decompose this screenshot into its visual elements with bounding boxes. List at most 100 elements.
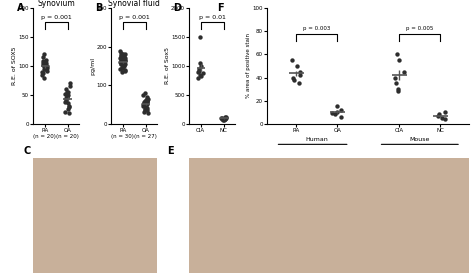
Point	[117, 60, 124, 64]
Point	[118, 62, 125, 66]
Point	[221, 114, 229, 119]
Point	[42, 61, 50, 65]
Point	[62, 87, 70, 91]
Point	[40, 67, 48, 71]
Point	[62, 92, 69, 96]
Point	[118, 58, 125, 62]
Point	[43, 64, 51, 68]
Point	[122, 68, 129, 73]
Point	[296, 69, 304, 74]
Point	[119, 57, 127, 61]
Point	[65, 104, 73, 109]
Point	[63, 90, 71, 94]
Point	[144, 97, 151, 101]
Point	[121, 55, 128, 60]
Point	[39, 62, 46, 67]
Point	[62, 97, 70, 102]
Point	[118, 56, 126, 61]
Point	[291, 78, 298, 82]
Y-axis label: R.E. of SOX5: R.E. of SOX5	[12, 47, 17, 85]
Point	[120, 63, 128, 68]
Point	[143, 98, 150, 102]
Point	[199, 71, 207, 75]
Point	[143, 102, 151, 107]
Point	[66, 84, 74, 88]
Point	[117, 50, 125, 55]
Point	[64, 90, 72, 94]
Point	[141, 107, 148, 111]
Point	[117, 60, 124, 64]
Title: Synovium: Synovium	[37, 0, 75, 8]
Point	[41, 62, 49, 66]
Point	[121, 62, 129, 66]
Point	[337, 114, 345, 119]
Point	[42, 58, 50, 62]
Point	[219, 116, 226, 121]
Point	[219, 117, 226, 122]
Point	[120, 64, 128, 68]
Point	[142, 99, 149, 104]
Point	[293, 64, 301, 68]
Point	[218, 116, 226, 121]
Point	[295, 81, 303, 85]
Text: D: D	[173, 3, 181, 13]
Point	[196, 35, 204, 39]
Point	[117, 53, 125, 57]
Point	[144, 110, 152, 115]
Point	[196, 61, 203, 65]
Point	[120, 54, 128, 59]
Point	[117, 48, 124, 53]
Point	[41, 67, 48, 71]
Point	[63, 98, 70, 103]
Point	[143, 101, 150, 106]
Point	[38, 73, 46, 77]
Text: p = 0.01: p = 0.01	[199, 15, 226, 20]
Point	[198, 64, 205, 68]
Point	[43, 64, 50, 69]
Point	[289, 75, 297, 80]
Point	[441, 110, 449, 114]
Point	[394, 87, 402, 91]
Point	[139, 102, 147, 107]
Point	[144, 97, 151, 101]
Point	[328, 111, 336, 116]
Point	[197, 74, 205, 79]
Point	[392, 75, 399, 80]
Point	[194, 69, 202, 74]
Text: p = 0.001: p = 0.001	[41, 15, 72, 20]
Point	[296, 73, 304, 78]
Text: p = 0.005: p = 0.005	[406, 27, 434, 32]
Text: C: C	[23, 146, 30, 156]
Point	[39, 60, 47, 65]
Point	[441, 117, 449, 121]
Point	[435, 112, 443, 117]
Point	[337, 107, 344, 112]
Point	[118, 66, 126, 70]
Point	[140, 104, 147, 109]
Point	[121, 68, 129, 72]
Point	[142, 106, 150, 110]
Text: p = 0.001: p = 0.001	[119, 15, 149, 20]
Point	[41, 65, 49, 69]
Point	[396, 58, 403, 62]
Point	[65, 111, 73, 116]
Point	[121, 59, 129, 64]
Point	[121, 51, 129, 56]
Point	[289, 58, 296, 62]
Point	[117, 62, 125, 66]
Point	[39, 55, 47, 60]
Point	[40, 75, 47, 80]
Point	[118, 69, 126, 74]
Point	[434, 113, 442, 118]
Point	[63, 95, 70, 100]
Point	[64, 94, 71, 98]
Point	[331, 112, 338, 117]
Point	[143, 98, 151, 102]
Point	[333, 110, 340, 114]
Point	[64, 101, 72, 106]
Text: B: B	[95, 3, 102, 13]
Point	[194, 75, 202, 80]
Point	[64, 107, 72, 111]
Point	[66, 81, 74, 85]
Point	[43, 66, 50, 70]
